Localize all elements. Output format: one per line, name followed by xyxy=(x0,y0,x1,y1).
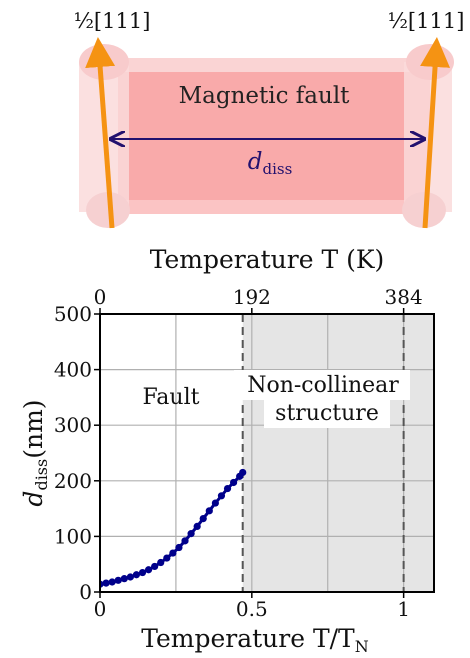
data-point-0-11 xyxy=(163,554,171,562)
x-tick-label-2: 1 xyxy=(397,597,410,621)
x-axis-label: Temperature T/TN xyxy=(141,624,369,656)
data-point-0-1 xyxy=(102,579,110,587)
data-point-0-16 xyxy=(193,522,201,530)
magnetic-fault-box xyxy=(100,58,430,214)
fault-label: Magnetic fault xyxy=(179,83,351,109)
series-line-0 xyxy=(100,471,244,586)
data-point-0-9 xyxy=(151,562,159,571)
data-point-0-4 xyxy=(120,575,128,583)
y-tick-label-4: 400 xyxy=(54,358,92,382)
annotation-fault: Fault xyxy=(143,385,200,410)
top-tick-label-2: 384 xyxy=(385,285,423,309)
chart: Temperature T (K) 0 192 384 Fault Non-coll… xyxy=(19,245,435,656)
fault-bottom-face xyxy=(100,200,430,214)
data-point-0-19 xyxy=(211,499,219,507)
plot-frame xyxy=(99,313,435,593)
x-tick-label-1: 0.5 xyxy=(236,597,268,621)
top-axis-ticks: 0 192 384 xyxy=(94,285,423,314)
y-tick-label-0: 0 xyxy=(79,580,92,604)
right-dislocation-line xyxy=(420,37,451,229)
data-point-0-7 xyxy=(138,568,147,577)
data-point-0-14 xyxy=(181,537,189,545)
y-axis-label: ddiss(nm) xyxy=(19,399,51,506)
bottom-axis-ticks: 0 0.5 1 xyxy=(94,592,410,621)
data-point-0-2 xyxy=(108,578,116,586)
data-point-0-15 xyxy=(187,530,195,538)
transition-lines xyxy=(241,314,405,592)
y-tick-label-1: 100 xyxy=(54,524,92,548)
annotation-noncollinear-bg-1 xyxy=(234,370,410,400)
data-point-0-3 xyxy=(114,576,122,584)
y-tick-label-5: 500 xyxy=(54,302,92,326)
burgers-label-right: ½[111] xyxy=(388,9,465,33)
fault-top-face xyxy=(100,58,428,72)
data-point-0-12 xyxy=(169,549,177,557)
top-tick-label-1: 192 xyxy=(233,285,271,309)
data-point-0-8 xyxy=(144,566,153,574)
annotation-noncollinear-line1: Non-collinear xyxy=(247,373,399,398)
distance-label: ddiss xyxy=(248,149,293,178)
y-tick-label-2: 200 xyxy=(54,469,92,493)
y-tick-label-3: 300 xyxy=(54,413,92,437)
top-axis-label: Temperature T (K) xyxy=(150,245,385,274)
burgers-label-left: ½[111] xyxy=(74,9,151,33)
data-point-0-20 xyxy=(217,492,226,500)
data-point-0-5 xyxy=(126,573,134,581)
data-point-0-22 xyxy=(230,478,238,487)
noncollinear-region xyxy=(242,314,434,592)
left-axis-ticks: 0 100 200 300 400 500 xyxy=(54,302,100,604)
data-point-0-24 xyxy=(239,468,247,477)
top-tick-label-0: 0 xyxy=(94,285,107,309)
x-tick-label-0: 0 xyxy=(94,597,107,621)
schematic: Magnetic fault ddiss ½[111] ½[111] xyxy=(74,9,465,229)
data-point-0-21 xyxy=(223,484,232,493)
data-point-0-17 xyxy=(199,515,207,523)
series-group xyxy=(100,468,247,588)
left-dislocation-line xyxy=(85,37,116,229)
data-point-0-13 xyxy=(175,543,183,552)
data-point-0-18 xyxy=(205,507,213,515)
data-point-0-6 xyxy=(132,571,141,579)
annotation-noncollinear-line2: structure xyxy=(275,401,379,426)
annotation-noncollinear-bg-2 xyxy=(264,398,390,428)
data-point-0-10 xyxy=(157,558,165,567)
